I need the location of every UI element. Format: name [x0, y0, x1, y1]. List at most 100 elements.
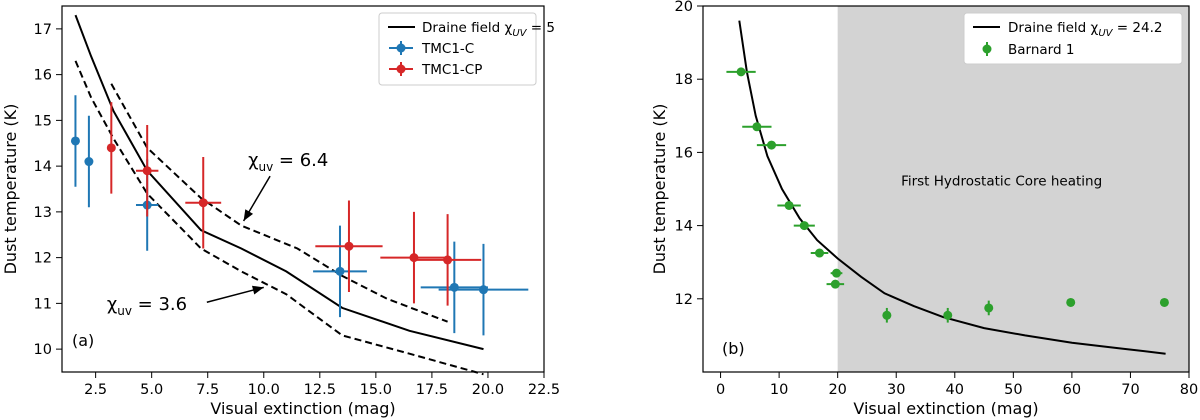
data-point-barnard-1: [882, 307, 892, 323]
annotations-a: χuv = 6.4 χuv = 3.6: [107, 150, 329, 318]
x-tick-label-b: 60: [1063, 382, 1081, 398]
data-point-tmc1-c: [438, 243, 529, 336]
y-tick-label-a: 11: [34, 296, 52, 312]
x-tick-label-b: 10: [770, 382, 788, 398]
data-point-barnard-1: [1066, 297, 1076, 307]
x-tick-label-a: 20.0: [472, 382, 504, 398]
data-point-barnard-1: [756, 140, 787, 150]
chart-panel-b: 0 10 20 30 40 50 60 70 80 12 14 16 18 20 Visual exti…: [650, 0, 1198, 418]
legend-label-draine-a-sub: UV: [512, 28, 527, 39]
shaded-region-label: First Hydrostatic Core heating: [901, 173, 1102, 189]
data-point-tmc1-cp: [380, 211, 448, 304]
marker: [335, 266, 345, 276]
annotation-chi-lower-value: = 3.6: [132, 294, 187, 315]
x-axis-label-b: Visual extinction (mag): [853, 399, 1038, 418]
data-point-tmc1-c: [313, 225, 367, 318]
annotation-chi-lower-symbol: χ: [107, 294, 117, 315]
legend-label-draine-b: Draine field χUV = 24.2: [1008, 20, 1162, 39]
dashed-line-a-1: [110, 83, 448, 323]
legend-label-tmc1c: TMC1-C: [421, 41, 474, 57]
marker: [984, 303, 994, 313]
marker: [736, 67, 746, 77]
data-point-tmc1-c: [70, 95, 80, 187]
y-tick-label-a: 16: [34, 68, 52, 84]
x-axis-label-a: Visual extinction (mag): [210, 399, 395, 418]
y-axis-ticks-b: 12 14 16 18 20: [675, 0, 703, 308]
x-tick-label-a: 2.5: [84, 382, 107, 398]
data-point-tmc1-c: [84, 115, 94, 208]
annotation-arrow-head: [243, 209, 254, 222]
marker: [815, 248, 825, 258]
y-axis-label-b: Dust temperature (K): [650, 104, 669, 275]
legend-label-draine-b-sub: UV: [1098, 28, 1113, 39]
model-lines-a: [74, 14, 484, 376]
y-axis-label-a: Dust temperature (K): [1, 104, 20, 275]
y-tick-label-b: 16: [675, 145, 693, 161]
data-point-tmc1-cp: [315, 200, 383, 292]
legend-swatch-tmc1cp-marker: [396, 64, 406, 74]
data-point-barnard-1: [810, 248, 829, 258]
panel-label-a: (a): [72, 331, 94, 350]
y-axis-ticks-a: 10 11 12 13 14 15 16 17: [34, 22, 62, 358]
legend-label-draine-a: Draine field χUV = 5: [422, 20, 555, 39]
legend-swatch-tmc1cp: [389, 62, 413, 76]
x-tick-label-b: 40: [946, 382, 964, 398]
plot-frame-b: [702, 5, 1190, 373]
legend-label-draine-b-main: Draine field χ: [1008, 20, 1099, 36]
marker: [799, 221, 809, 231]
marker: [443, 255, 453, 265]
legend-swatch-tmc1c-marker: [396, 43, 406, 53]
marker: [832, 268, 842, 278]
marker: [767, 140, 777, 150]
model-line-b-0: [738, 20, 1166, 355]
data-point-barnard-1: [826, 279, 845, 289]
x-tick-label-a: 10.0: [248, 382, 280, 398]
annotation-chi-upper-value: = 6.4: [273, 150, 328, 171]
marker: [478, 285, 488, 295]
x-tick-label-b: 30: [887, 382, 905, 398]
x-tick-label-b: 70: [1121, 382, 1139, 398]
data-point-tmc1-cp: [135, 124, 159, 217]
data-point-tmc1-cp: [413, 214, 482, 306]
marker: [784, 200, 794, 210]
x-tick-label-a: 7.5: [196, 382, 219, 398]
data-point-barnard-1: [830, 268, 843, 278]
legend-label-tmc1cp: TMC1-CP: [421, 62, 482, 78]
marker: [84, 157, 94, 167]
shaded-region-rect: [837, 6, 1189, 372]
marker: [830, 279, 840, 289]
x-axis-ticks-b: 0 10 20 30 40 50 60 70 80: [716, 372, 1198, 398]
data-point-barnard-1: [742, 122, 772, 132]
annotation-chi-upper: χuv = 6.4: [248, 150, 328, 174]
x-tick-label-a: 17.5: [416, 382, 448, 398]
legend-swatch-barnard1: [982, 42, 992, 56]
data-point-barnard-1: [777, 200, 801, 210]
marker: [882, 310, 892, 320]
data-points-b: [726, 67, 1169, 323]
chart-panel-a: 2.5 5.0 7.5 10.0 12.5 15.0 17.5 20.0 22.5 10 11 12…: [1, 5, 560, 418]
data-point-tmc1-cp: [106, 102, 116, 194]
legend-label-draine-a-main: Draine field χ: [422, 20, 513, 36]
data-point-barnard-1: [793, 221, 815, 231]
model-line-a-0: [74, 14, 484, 351]
y-tick-label-a: 12: [34, 251, 52, 267]
marker: [1159, 297, 1169, 307]
data-point-barnard-1: [943, 307, 953, 323]
x-tick-label-a: 22.5: [528, 382, 560, 398]
y-tick-label-a: 15: [34, 113, 52, 129]
legend-label-draine-a-suffix: = 5: [527, 20, 555, 36]
x-tick-label-a: 15.0: [360, 382, 392, 398]
legend-label-barnard1: Barnard 1: [1008, 42, 1074, 58]
legend-box-a: [378, 12, 537, 86]
data-point-barnard-1: [984, 300, 994, 316]
legend-a: Draine field χUV = 5 TMC1-C TMC1-CP: [378, 12, 555, 86]
y-tick-label-b: 20: [675, 0, 693, 15]
data-point-tmc1-c: [420, 241, 488, 334]
data-point-tmc1-cp: [185, 156, 222, 249]
y-tick-label-b: 18: [675, 72, 693, 88]
y-tick-label-b: 14: [675, 219, 693, 235]
x-tick-label-b: 50: [1004, 382, 1022, 398]
legend-label-draine-b-suffix: = 24.2: [1113, 20, 1163, 36]
data-points-a: [70, 95, 529, 336]
